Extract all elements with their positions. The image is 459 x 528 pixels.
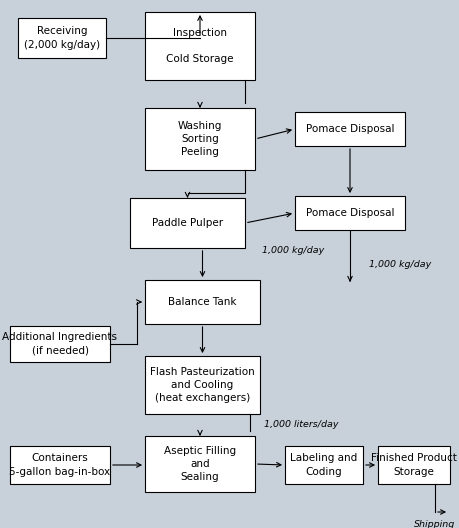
Text: 1,000 liters/day: 1,000 liters/day — [264, 420, 338, 429]
Bar — [145, 12, 255, 80]
Text: 1,000 kg/day: 1,000 kg/day — [262, 246, 324, 255]
Bar — [10, 446, 110, 484]
Bar — [295, 196, 405, 230]
Bar — [145, 108, 255, 170]
Text: Flash Pasteurization
and Cooling
(heat exchangers): Flash Pasteurization and Cooling (heat e… — [150, 367, 255, 403]
Text: Receiving
(2,000 kg/day): Receiving (2,000 kg/day) — [24, 26, 100, 50]
Text: Washing
Sorting
Peeling: Washing Sorting Peeling — [178, 121, 222, 157]
Bar — [295, 112, 405, 146]
Text: 1,000 kg/day: 1,000 kg/day — [369, 260, 431, 269]
Text: Finished Product
Storage: Finished Product Storage — [371, 454, 457, 477]
Bar — [145, 356, 260, 414]
Text: Balance Tank: Balance Tank — [168, 297, 237, 307]
Bar — [18, 18, 106, 58]
Bar — [145, 436, 255, 492]
Text: Inspection

Cold Storage: Inspection Cold Storage — [166, 28, 234, 64]
Text: Pomace Disposal: Pomace Disposal — [306, 208, 394, 218]
Bar — [378, 446, 450, 484]
Bar — [10, 326, 110, 362]
Text: Shipping: Shipping — [414, 520, 456, 528]
Bar — [145, 280, 260, 324]
Text: Labeling and
Coding: Labeling and Coding — [291, 454, 358, 477]
Text: Aseptic Filling
and
Sealing: Aseptic Filling and Sealing — [164, 446, 236, 482]
Text: Containers
5-gallon bag-in-box: Containers 5-gallon bag-in-box — [10, 454, 111, 477]
Bar — [285, 446, 363, 484]
Bar — [130, 198, 245, 248]
Text: Additional Ingredients
(if needed): Additional Ingredients (if needed) — [2, 333, 118, 355]
Text: Paddle Pulper: Paddle Pulper — [152, 218, 223, 228]
Text: Pomace Disposal: Pomace Disposal — [306, 124, 394, 134]
